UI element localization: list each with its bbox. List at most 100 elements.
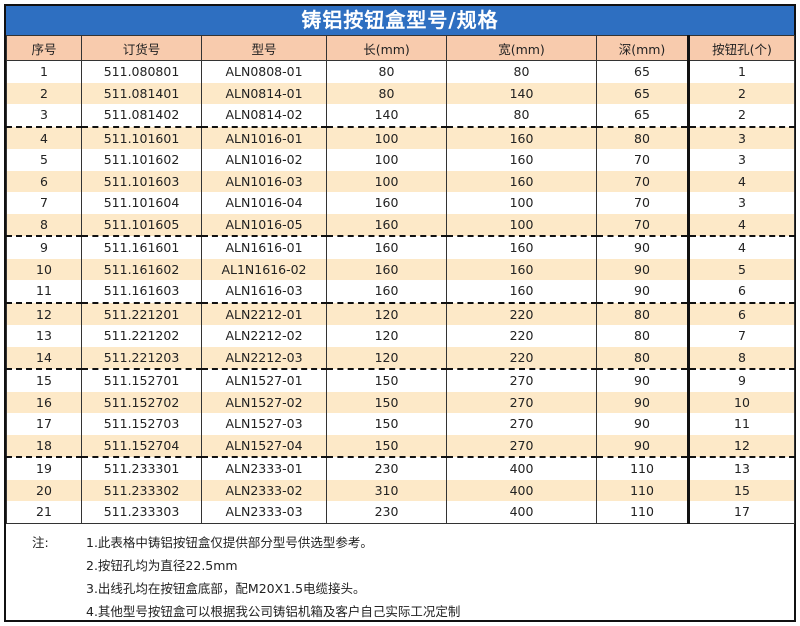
cell-index: 13 xyxy=(6,325,82,347)
col-header-model: 型号 xyxy=(201,35,327,61)
cell-depth: 110 xyxy=(596,456,689,480)
cell-order-no: 511.233302 xyxy=(81,479,202,501)
cell-model: ALN1527-04 xyxy=(201,434,327,457)
cell-width: 270 xyxy=(446,413,597,435)
cell-index: 19 xyxy=(6,456,82,480)
cell-button-holes: 8 xyxy=(687,346,795,369)
cell-index: 8 xyxy=(6,213,82,236)
cell-depth: 80 xyxy=(596,346,689,369)
cell-button-holes: 5 xyxy=(687,258,795,280)
cell-width: 400 xyxy=(446,456,597,480)
cell-order-no: 511.152704 xyxy=(81,434,202,457)
cell-model: ALN1016-03 xyxy=(201,170,327,192)
cell-button-holes: 3 xyxy=(687,149,795,171)
cell-button-holes: 7 xyxy=(687,325,795,347)
table-row: 4 511.101601 ALN1016-01 100 160 80 3 xyxy=(6,125,795,149)
table-row: 17 511.152703 ALN1527-03 150 270 90 11 xyxy=(6,413,795,435)
cell-depth: 65 xyxy=(596,82,689,104)
col-header-button-holes: 按钮孔(个) xyxy=(687,35,795,61)
cell-model: ALN1616-01 xyxy=(201,235,327,259)
cell-button-holes: 6 xyxy=(687,280,795,303)
cell-model: ALN2333-03 xyxy=(201,501,327,524)
cell-button-holes: 2 xyxy=(687,82,795,104)
cell-length: 160 xyxy=(326,192,447,214)
cell-width: 80 xyxy=(446,60,597,83)
cell-index: 3 xyxy=(6,104,82,127)
cell-order-no: 511.221201 xyxy=(81,301,202,325)
cell-index: 10 xyxy=(6,258,82,280)
cell-depth: 90 xyxy=(596,434,689,457)
cell-depth: 90 xyxy=(596,280,689,303)
cell-model: ALN0814-01 xyxy=(201,82,327,104)
cell-model: ALN1616-03 xyxy=(201,280,327,303)
cell-depth: 65 xyxy=(596,60,689,83)
cell-button-holes: 1 xyxy=(687,60,795,83)
col-header-width: 宽(mm) xyxy=(446,35,597,61)
table-row: 19 511.233301 ALN2333-01 230 400 110 13 xyxy=(6,456,795,480)
cell-length: 310 xyxy=(326,479,447,501)
cell-width: 160 xyxy=(446,125,597,149)
cell-index: 17 xyxy=(6,413,82,435)
notes-label: 注: xyxy=(32,534,49,550)
cell-index: 14 xyxy=(6,346,82,369)
cell-order-no: 511.101604 xyxy=(81,192,202,214)
cell-button-holes: 4 xyxy=(687,235,795,259)
cell-length: 100 xyxy=(326,125,447,149)
cell-length: 150 xyxy=(326,368,447,392)
cell-index: 20 xyxy=(6,479,82,501)
cell-model: ALN2333-01 xyxy=(201,456,327,480)
cell-depth: 90 xyxy=(596,368,689,392)
cell-length: 160 xyxy=(326,258,447,280)
table-row: 16 511.152702 ALN1527-02 150 270 90 10 xyxy=(6,391,795,413)
note-line-3: 3.出线孔均在按钮盒底部，配M20X1.5电缆接头。 xyxy=(86,580,366,596)
cell-width: 100 xyxy=(446,192,597,214)
table-row: 2 511.081401 ALN0814-01 80 140 65 2 xyxy=(6,82,795,104)
cell-width: 160 xyxy=(446,280,597,303)
cell-depth: 90 xyxy=(596,391,689,413)
cell-depth: 90 xyxy=(596,235,689,259)
table-row: 9 511.161601 ALN1616-01 160 160 90 4 xyxy=(6,235,795,259)
cell-length: 230 xyxy=(326,456,447,480)
cell-model: ALN1016-04 xyxy=(201,192,327,214)
cell-model: ALN2333-02 xyxy=(201,479,327,501)
cell-width: 220 xyxy=(446,301,597,325)
cell-depth: 80 xyxy=(596,301,689,325)
cell-depth: 90 xyxy=(596,258,689,280)
cell-button-holes: 2 xyxy=(687,104,795,127)
cell-length: 150 xyxy=(326,413,447,435)
table-row: 21 511.233303 ALN2333-03 230 400 110 17 xyxy=(6,501,795,524)
col-header-depth: 深(mm) xyxy=(596,35,689,61)
cell-length: 120 xyxy=(326,301,447,325)
cell-depth: 80 xyxy=(596,125,689,149)
cell-order-no: 511.101605 xyxy=(81,213,202,236)
table-row: 18 511.152704 ALN1527-04 150 270 90 12 xyxy=(6,434,795,457)
col-header-index: 序号 xyxy=(6,35,82,61)
cell-button-holes: 4 xyxy=(687,213,795,236)
cell-order-no: 511.161601 xyxy=(81,235,202,259)
cell-width: 270 xyxy=(446,391,597,413)
cell-width: 220 xyxy=(446,346,597,369)
cell-button-holes: 3 xyxy=(687,192,795,214)
cell-width: 160 xyxy=(446,170,597,192)
cell-order-no: 511.161602 xyxy=(81,258,202,280)
table-row: 15 511.152701 ALN1527-01 150 270 90 9 xyxy=(6,368,795,392)
note-line-4: 4.其他型号按钮盒可以根据我公司铸铝机箱及客户自己实际工况定制 xyxy=(86,603,461,619)
cell-order-no: 511.233301 xyxy=(81,456,202,480)
spec-table: 序号 订货号 型号 长(mm) 宽(mm) 深(mm) 按钮孔(个) 1 511.… xyxy=(6,35,795,524)
table-row: 8 511.101605 ALN1016-05 160 100 70 4 xyxy=(6,213,795,236)
table-row: 12 511.221201 ALN2212-01 120 220 80 6 xyxy=(6,301,795,325)
cell-button-holes: 17 xyxy=(687,501,795,524)
table-row: 10 511.161602 AL1N1616-02 160 160 90 5 xyxy=(6,258,795,280)
table-body: 1 511.080801 ALN0808-01 80 80 65 1 2 511.081401 A… xyxy=(6,60,795,524)
cell-button-holes: 3 xyxy=(687,125,795,149)
cell-length: 100 xyxy=(326,170,447,192)
cell-button-holes: 13 xyxy=(687,456,795,480)
cell-model: ALN1527-03 xyxy=(201,413,327,435)
cell-order-no: 511.080801 xyxy=(81,60,202,83)
cell-model: AL1N1616-02 xyxy=(201,258,327,280)
cell-depth: 90 xyxy=(596,413,689,435)
cell-index: 7 xyxy=(6,192,82,214)
cell-order-no: 511.081402 xyxy=(81,104,202,127)
cell-order-no: 511.101603 xyxy=(81,170,202,192)
cell-length: 80 xyxy=(326,60,447,83)
